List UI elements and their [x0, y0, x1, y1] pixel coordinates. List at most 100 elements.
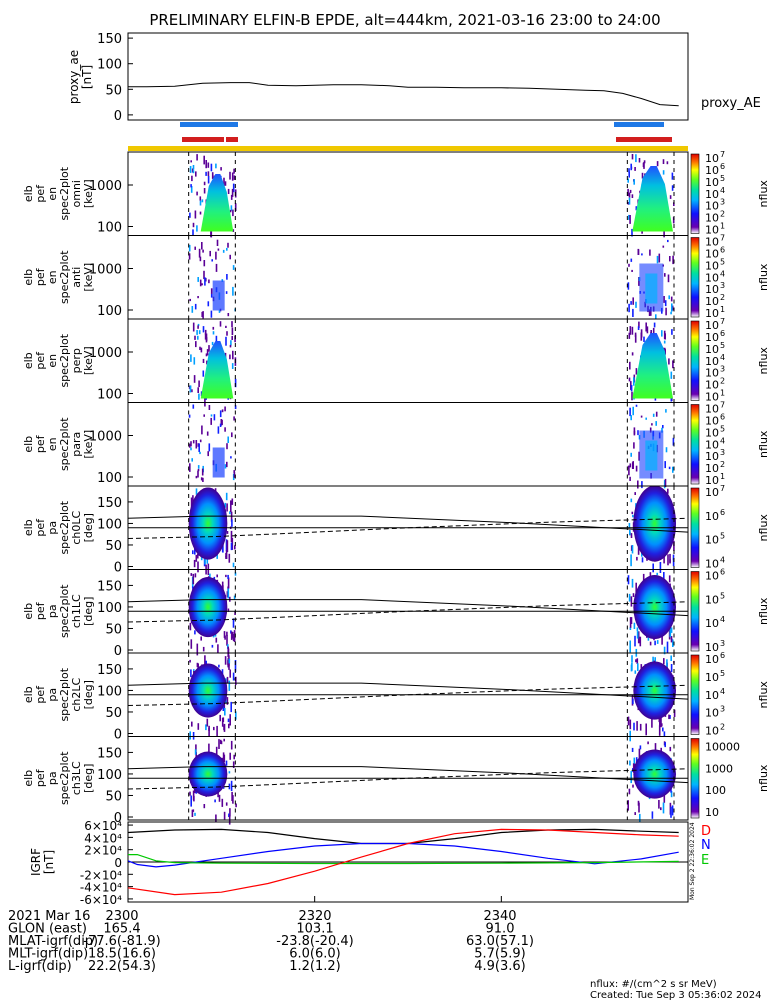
- spectrogram-cell: [195, 171, 197, 177]
- y-axis-label-line: elb: [22, 185, 35, 202]
- anti-loss-cone-line: [127, 684, 689, 706]
- colorbar-tick-exponent: 4: [720, 556, 725, 565]
- spectrogram-cell: [635, 659, 637, 663]
- spectrogram-cell: [219, 714, 221, 722]
- spectrogram-cell: [192, 170, 195, 174]
- y-tick-label: 100: [97, 304, 122, 319]
- flux-region-1: [200, 341, 234, 399]
- spectrogram-cell: [215, 335, 218, 343]
- spectrogram-cell: [638, 321, 640, 328]
- x-row-value: 63.0(57.1): [466, 934, 534, 949]
- y-axis-label-line: [keV]: [82, 263, 95, 292]
- science-bar-blue-1: [180, 122, 238, 127]
- spectrogram-cell: [208, 279, 210, 284]
- spectrogram-cell: [204, 332, 207, 340]
- spectrogram-cell: [633, 431, 636, 436]
- colorbar: [690, 487, 700, 568]
- spectrogram-cell: [229, 354, 231, 360]
- spectrogram-cell: [219, 321, 222, 327]
- spectrogram-cell: [224, 427, 226, 432]
- ae-tick-label: 50: [105, 83, 122, 98]
- colorbar-tick-exponent: 7: [720, 150, 725, 159]
- igrf-tick-label: -4×10⁴: [80, 881, 122, 895]
- spectrogram-cell: [230, 205, 233, 211]
- spectrogram-cell: [627, 282, 630, 290]
- y-axis-label-line: [deg]: [82, 764, 95, 793]
- spectrogram-cell: [213, 414, 216, 421]
- spectrogram-cell: [226, 247, 228, 251]
- spectrogram-cell: [189, 622, 192, 631]
- spectrogram-cell: [633, 427, 636, 435]
- spectrogram-cell: [629, 627, 632, 630]
- spectrogram-cell: [202, 370, 205, 377]
- spectrogram-cell: [211, 644, 214, 648]
- spectrogram-cell: [655, 421, 657, 426]
- flux-region-2: [633, 575, 677, 640]
- spectrogram-cell: [234, 203, 237, 211]
- spectrogram-cell: [661, 330, 663, 337]
- spectrogram-cell: [230, 701, 232, 713]
- spectrogram-cell: [634, 334, 637, 343]
- y-axis-label-line: spec2plot: [58, 500, 71, 554]
- plot-title: PRELIMINARY ELFIN-B EPDE, alt=444km, 202…: [149, 11, 660, 29]
- spectrogram-cell: [218, 310, 221, 313]
- spectrogram-cell: [658, 716, 661, 723]
- y-axis-label-line: proxy_ae: [67, 50, 81, 104]
- spectrogram-cell: [663, 792, 666, 803]
- y-axis-label-line: [deg]: [82, 597, 95, 626]
- spectrogram-cell: [219, 423, 222, 427]
- colorbar-tick-label: 10: [705, 438, 719, 451]
- y-axis-label-line: spec2plot: [58, 166, 71, 220]
- spectrogram-cell: [645, 417, 647, 420]
- colorbar-tick-label: 10: [705, 176, 719, 189]
- spectrogram-cell: [671, 805, 674, 816]
- spectrogram-cell: [208, 725, 210, 737]
- spectrogram-cell: [636, 556, 638, 561]
- spectrogram-cell: [204, 655, 206, 665]
- spectrogram-cell: [631, 352, 634, 356]
- colorbar: [690, 320, 700, 401]
- spectrogram-cell: [231, 336, 233, 340]
- y-tick-label: 1000: [89, 263, 122, 278]
- spectrogram-cell: [215, 163, 217, 169]
- spectrogram-cell: [215, 263, 218, 272]
- colorbar-tick-label: 10: [705, 474, 719, 487]
- spectrogram-cell: [649, 427, 652, 433]
- spectrogram-cell: [208, 743, 210, 753]
- spectrogram-cell: [632, 784, 634, 788]
- y-axis-label-line: spec2plot: [58, 417, 71, 471]
- ae-y-label: proxy_ae [nT]: [67, 50, 94, 104]
- spectrogram-cell: [210, 288, 213, 294]
- spectrogram-cell: [215, 637, 218, 643]
- spectrogram-cell: [633, 442, 635, 449]
- spectrogram-cell: [226, 591, 229, 598]
- colorbar-tick-exponent: 6: [720, 162, 725, 171]
- side-timestamp: Mon Sep 2 22:36:02 2024: [689, 822, 696, 900]
- igrf-tick-label: 0: [114, 856, 122, 870]
- spectrogram-cell: [195, 554, 198, 562]
- anti-loss-cone-line: [127, 768, 689, 790]
- spectrogram-cell: [232, 618, 235, 628]
- spectrogram-cell: [228, 553, 231, 563]
- spectrogram-cell: [223, 738, 225, 742]
- spectrogram-panel-5: 0 50 100 150 elb pef pa spec2plot ch0LC [deg] nflu…: [22, 484, 770, 576]
- spectrogram-cell: [205, 333, 208, 343]
- spectrogram-cell: [663, 296, 665, 303]
- spectrogram-cell: [231, 791, 233, 801]
- y-axis-label-line: en: [46, 437, 59, 451]
- flux-region-1: [188, 577, 228, 638]
- spectrogram-cell: [664, 742, 666, 748]
- spectrogram-cell: [653, 322, 656, 328]
- spectrogram-cell: [631, 326, 634, 335]
- spectrogram-cell: [663, 572, 665, 582]
- spectrogram-cell: [233, 630, 236, 642]
- colorbar-tick-label: 10: [705, 689, 719, 702]
- spectrogram-cell: [230, 511, 233, 522]
- spectrogram-cell: [224, 181, 227, 186]
- y-axis-label-line: pa: [46, 604, 59, 618]
- spectrogram-cell: [203, 181, 206, 186]
- spectrogram-cell: [628, 168, 630, 173]
- spectrogram-cell: [189, 659, 191, 663]
- y-tick-label: 100: [97, 388, 122, 403]
- spectrogram-cell: [643, 160, 646, 164]
